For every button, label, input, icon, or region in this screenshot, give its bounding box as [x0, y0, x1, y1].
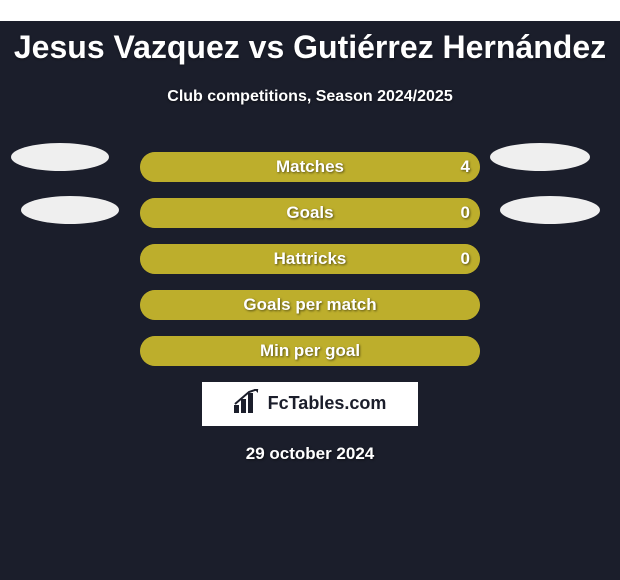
bar-fill: [140, 244, 480, 274]
stat-row: Goals0: [0, 198, 620, 228]
bar-track: [140, 290, 480, 320]
stat-row: Goals per match: [0, 290, 620, 320]
stat-row: Hattricks0: [0, 244, 620, 274]
date-text: 29 october 2024: [0, 444, 620, 464]
bar-track: [140, 244, 480, 274]
bar-track: [140, 336, 480, 366]
bar-track: [140, 152, 480, 182]
stat-row: Min per goal: [0, 336, 620, 366]
stat-row: Matches4: [0, 152, 620, 182]
brand-text: FcTables.com: [268, 393, 387, 414]
bar-fill: [140, 198, 480, 228]
stats-bars: Matches4 Goals0 Hattricks0 Goals per match M…: [0, 152, 620, 366]
bar-track: [140, 198, 480, 228]
page-title: Jesus Vazquez vs Gutiérrez Hernández: [0, 21, 620, 66]
comparison-infographic: Jesus Vazquez vs Gutiérrez Hernández Clu…: [0, 21, 620, 580]
brand-box: FcTables.com: [202, 382, 418, 426]
bar-fill: [140, 336, 480, 366]
brand-logo-icon: [234, 389, 262, 418]
bar-fill: [140, 290, 480, 320]
bar-fill: [140, 152, 480, 182]
subtitle: Club competitions, Season 2024/2025: [0, 88, 620, 106]
